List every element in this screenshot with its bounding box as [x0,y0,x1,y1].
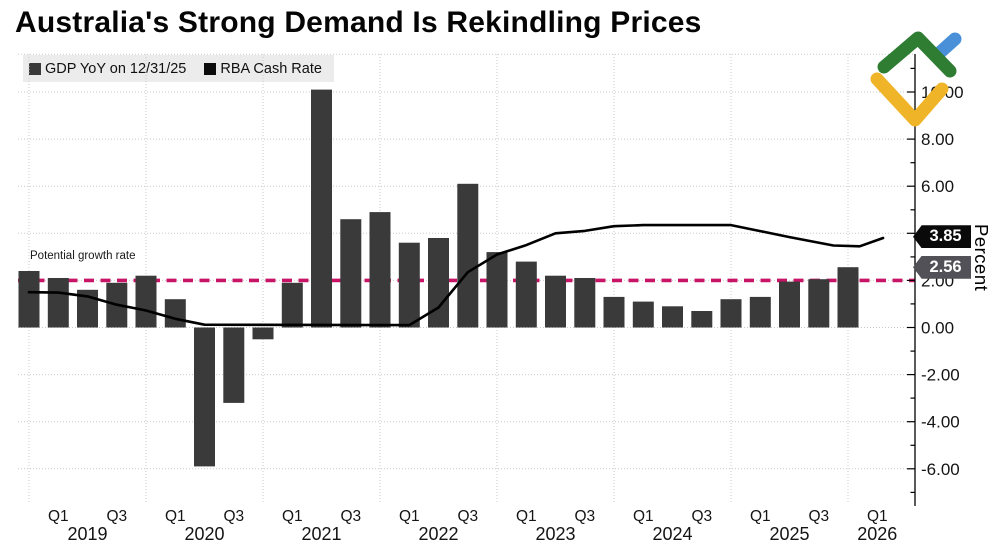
x-quarter-label: Q3 [457,508,478,525]
y-tick-label: -6.00 [921,460,960,479]
y-tick-label: 6.00 [921,177,954,196]
x-quarter-label: Q1 [165,508,186,525]
x-quarter-label: Q3 [106,508,127,525]
gdp-value-tag: 2.56 [913,255,971,279]
gdp-bar-2020-Q3 [223,327,245,403]
gdp-bar-2025-Q1 [749,296,771,328]
rba-series-swatch-icon [204,62,217,75]
y-tick-label: 8.00 [921,130,954,149]
gdp-bar-2021-Q1 [281,282,303,328]
gdp-bar-2021-Q2 [311,89,332,328]
x-year-label: 2019 [67,524,107,544]
x-quarter-label: Q1 [516,508,537,525]
legend: GDP YoY on 12/31/25 RBA Cash Rate [23,55,334,82]
logo-checkmark-icon [870,31,962,127]
gdp-bar-2024-Q4 [720,299,742,328]
x-quarter-label: Q1 [48,508,69,525]
x-year-label: 2026 [857,524,897,544]
gdp-bar-2020-Q4 [252,327,274,340]
x-year-label: 2025 [769,524,809,544]
gdp-bar-2024-Q1 [632,301,654,328]
gdp-bar-2021-Q4 [369,212,391,328]
gdp-bar-2019-Q1 [47,278,69,328]
x-quarter-label: Q1 [867,508,888,525]
x-quarter-label: Q3 [691,508,712,525]
x-year-label: 2024 [652,524,692,544]
gdp-bar-2023-Q1 [515,261,537,328]
gdp-bar-2020-Q2 [194,327,215,467]
x-year-label: 2021 [301,524,341,544]
gdp-bar-2025-Q2 [779,281,800,328]
gdp-bar-2020-Q1 [164,299,186,328]
legend-label-rba: RBA Cash Rate [220,60,322,77]
page-title: Australia's Strong Demand Is Rekindling … [15,6,702,39]
x-quarter-label: Q3 [574,508,595,525]
x-year-label: 2020 [184,524,224,544]
x-quarter-label: Q3 [223,508,244,525]
gdp-bar-2023-Q4 [603,296,625,328]
potential-growth-annotation: Potential growth rate [30,250,136,262]
gdp-bar-2018-Q4 [18,271,40,328]
legend-label-gdp: GDP YoY on 12/31/25 [45,60,187,77]
litefinance-logo [858,26,966,128]
gdp-bar-2019-Q4 [135,275,157,328]
legend-item-rba: RBA Cash Rate [204,61,322,77]
gdp-series-swatch-icon [29,62,41,75]
x-quarter-label: Q3 [340,508,361,525]
y-tick-label: 0.00 [921,319,954,338]
legend-item-gdp: GDP YoY on 12/31/25 [29,61,186,77]
gdp-bar-2025-Q3 [808,279,830,328]
gdp-bar-2025-Q4 [837,267,859,328]
rba-cash-rate-line [27,223,885,327]
x-year-label: 2023 [535,524,575,544]
gdp-bar-2023-Q2 [545,275,566,328]
rba-rate-value-tag: 3.85 [913,225,971,249]
gdp-bar-2022-Q4 [486,252,508,328]
gdp-bar-2024-Q2 [662,306,683,328]
gdp-bar-2021-Q3 [340,219,362,328]
x-quarter-label: Q1 [399,508,420,525]
x-quarter-label: Q1 [750,508,771,525]
gdp-bar-2024-Q3 [691,311,713,328]
x-year-label: 2022 [418,524,458,544]
y-tick-label: -2.00 [921,366,960,385]
x-quarter-label: Q1 [633,508,654,525]
x-quarter-label: Q3 [808,508,829,525]
y-axis-title: Percent [971,224,992,292]
y-tick-label: -4.00 [921,413,960,432]
gdp-bar-2022-Q2 [428,238,449,328]
x-quarter-label: Q1 [282,508,303,525]
gdp-bar-2023-Q3 [574,278,596,328]
gdp-bar-2022-Q3 [457,183,479,328]
gdp-bar-2022-Q1 [398,242,420,328]
